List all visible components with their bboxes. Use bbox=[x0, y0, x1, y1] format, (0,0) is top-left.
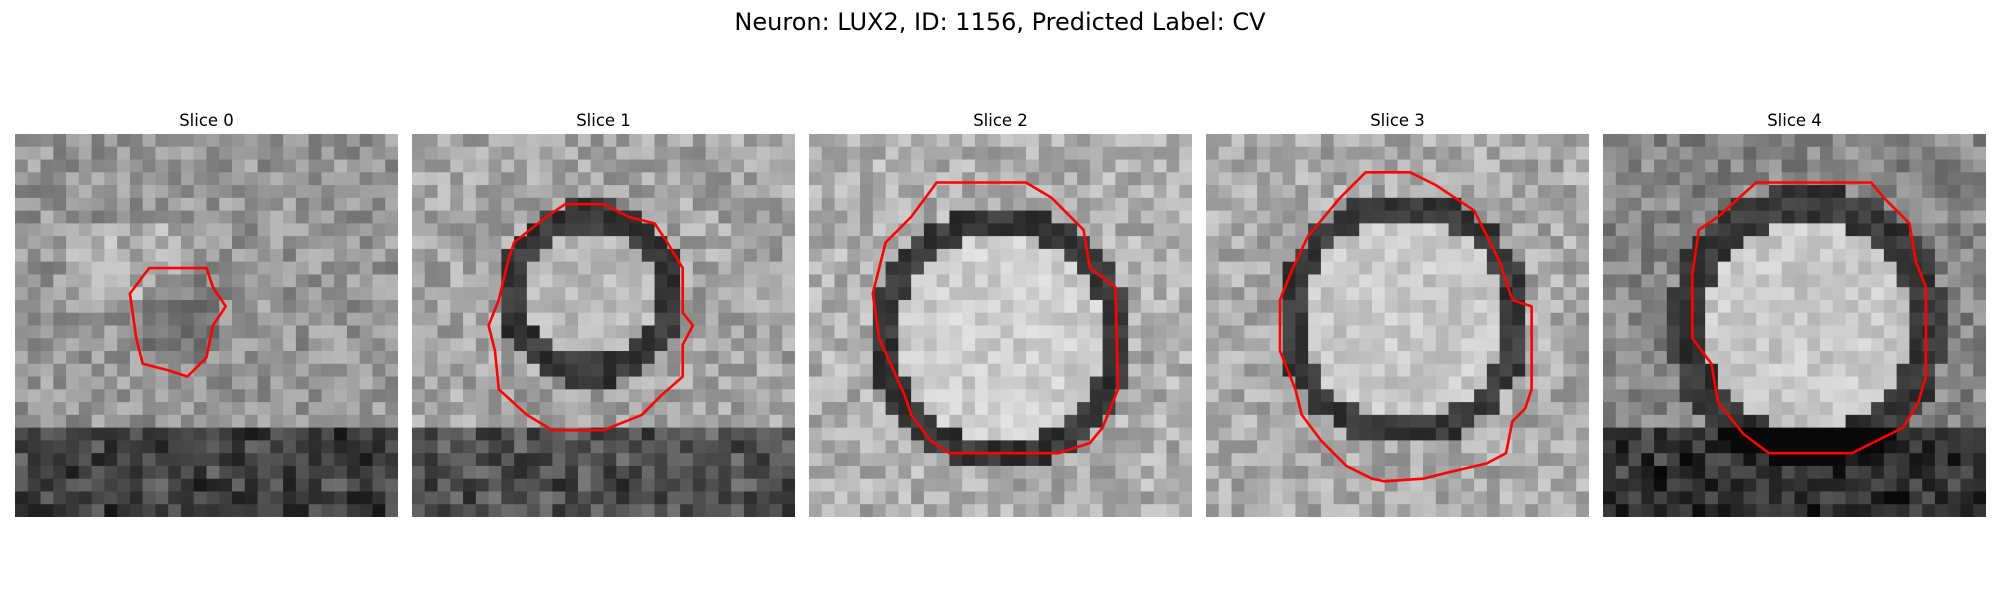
slice-panel-2: Slice 2 bbox=[809, 108, 1192, 517]
segmentation-contour bbox=[1278, 170, 1533, 483]
segmentation-contour bbox=[487, 202, 695, 432]
segmentation-contour bbox=[128, 266, 227, 378]
slice-image bbox=[15, 134, 398, 517]
segmentation-contour bbox=[871, 181, 1120, 455]
slice-image bbox=[1206, 134, 1589, 517]
slice-title: Slice 4 bbox=[1767, 111, 1822, 130]
grayscale-pixels bbox=[809, 134, 1192, 517]
segmentation-contour bbox=[1691, 181, 1928, 455]
slice-panel-4: Slice 4 bbox=[1603, 108, 1986, 517]
slice-image bbox=[412, 134, 795, 517]
slice-image bbox=[1603, 134, 1986, 517]
slice-title: Slice 1 bbox=[576, 111, 631, 130]
slice-panel-1: Slice 1 bbox=[412, 108, 795, 517]
figure-title: Neuron: LUX2, ID: 1156, Predicted Label:… bbox=[734, 8, 1266, 36]
slice-title: Slice 3 bbox=[1370, 111, 1425, 130]
grayscale-pixels bbox=[412, 134, 795, 517]
slice-panel-3: Slice 3 bbox=[1206, 108, 1589, 517]
slice-image bbox=[809, 134, 1192, 517]
grayscale-pixels bbox=[15, 134, 398, 517]
slice-title: Slice 2 bbox=[973, 111, 1028, 130]
grayscale-pixels bbox=[1603, 134, 1986, 517]
slice-title: Slice 0 bbox=[179, 111, 234, 130]
slice-panel-0: Slice 0 bbox=[15, 108, 398, 517]
grayscale-pixels bbox=[1206, 134, 1589, 517]
